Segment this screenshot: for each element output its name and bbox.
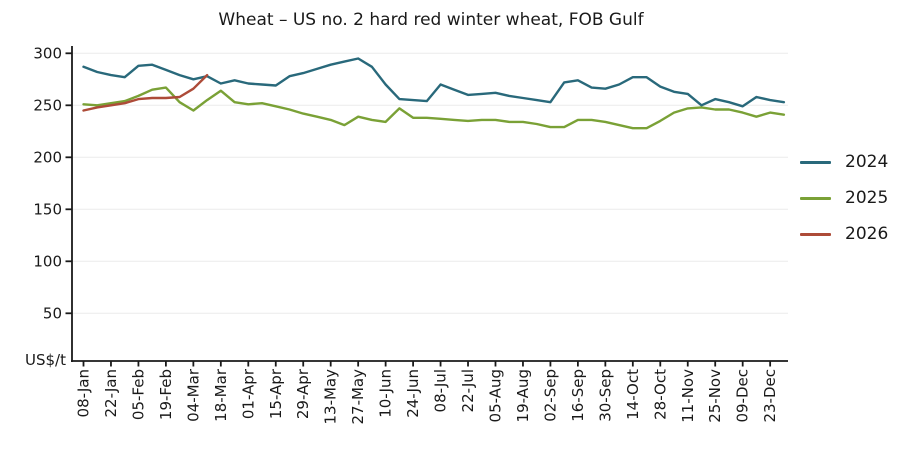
y-tick-label: 200 xyxy=(33,148,62,166)
chart-title: Wheat – US no. 2 hard red winter wheat, … xyxy=(218,10,644,30)
series-line-2026 xyxy=(82,73,209,112)
series-line-2024 xyxy=(82,57,786,108)
legend-label-2025: 2025 xyxy=(845,188,889,208)
legend-swatch-2026 xyxy=(800,232,831,236)
legend-item-2026: 2026 xyxy=(800,216,888,252)
x-tick-label: 19-Aug xyxy=(514,369,532,422)
legend-item-2024: 2024 xyxy=(800,144,888,180)
y-tick-labels: 50 100 150 200 250 300 xyxy=(33,44,72,322)
x-tick-label: 05-Aug xyxy=(486,369,504,422)
x-tick-label: 27-May xyxy=(349,369,367,425)
x-tick-label: 18-Mar xyxy=(212,368,230,422)
legend-swatch-2024 xyxy=(800,160,831,164)
y-tick-label: 100 xyxy=(33,252,62,270)
x-tick-label: 19-Feb xyxy=(157,369,175,420)
x-tick-label: 10-Jun xyxy=(377,369,395,418)
x-tick-label: 09-Dec xyxy=(734,369,752,423)
legend-label-2024: 2024 xyxy=(845,152,889,172)
x-tick-label: 08-Jul xyxy=(432,369,450,412)
x-tick-label: 14-Oct xyxy=(624,369,642,420)
x-tick-labels: 08-Jan 22-Jan 05-Feb 19-Feb 04-Mar 18-Mar 01-A… xyxy=(75,361,779,425)
y-tick-label: 50 xyxy=(43,304,62,322)
x-tick-label: 23-Dec xyxy=(761,369,779,423)
gridlines xyxy=(73,52,788,314)
x-tick-label: 16-Sep xyxy=(569,369,587,422)
y-tick-label: 300 xyxy=(33,44,62,62)
x-tick-label: 22-Jan xyxy=(102,369,120,417)
y-axis-unit-label: US$/t xyxy=(25,351,66,369)
y-tick-label: 150 xyxy=(33,200,62,218)
y-tick-label: 250 xyxy=(33,96,62,114)
x-tick-label: 22-Jul xyxy=(459,369,477,412)
x-tick-label: 08-Jan xyxy=(75,369,93,417)
x-tick-label: 04-Mar xyxy=(184,368,202,422)
legend-label-2026: 2026 xyxy=(845,224,889,244)
series-line-2025 xyxy=(82,86,786,130)
x-tick-label: 25-Nov xyxy=(706,369,724,423)
x-tick-label: 24-Jun xyxy=(404,369,422,418)
x-tick-label: 15-Apr xyxy=(267,368,285,419)
x-tick-label: 30-Sep xyxy=(596,369,614,422)
legend-swatch-2025 xyxy=(800,196,831,200)
x-tick-label: 05-Feb xyxy=(129,369,147,420)
x-tick-label: 01-Apr xyxy=(239,368,257,419)
legend-item-2025: 2025 xyxy=(800,180,888,216)
x-tick-label: 29-Apr xyxy=(294,368,312,419)
x-tick-label: 13-May xyxy=(322,369,340,425)
legend: 2024 2025 2026 xyxy=(800,144,888,252)
x-tick-label: 02-Sep xyxy=(541,369,559,422)
axes xyxy=(71,46,788,362)
x-tick-label: 11-Nov xyxy=(679,369,697,423)
x-tick-label: 28-Oct xyxy=(651,369,669,420)
